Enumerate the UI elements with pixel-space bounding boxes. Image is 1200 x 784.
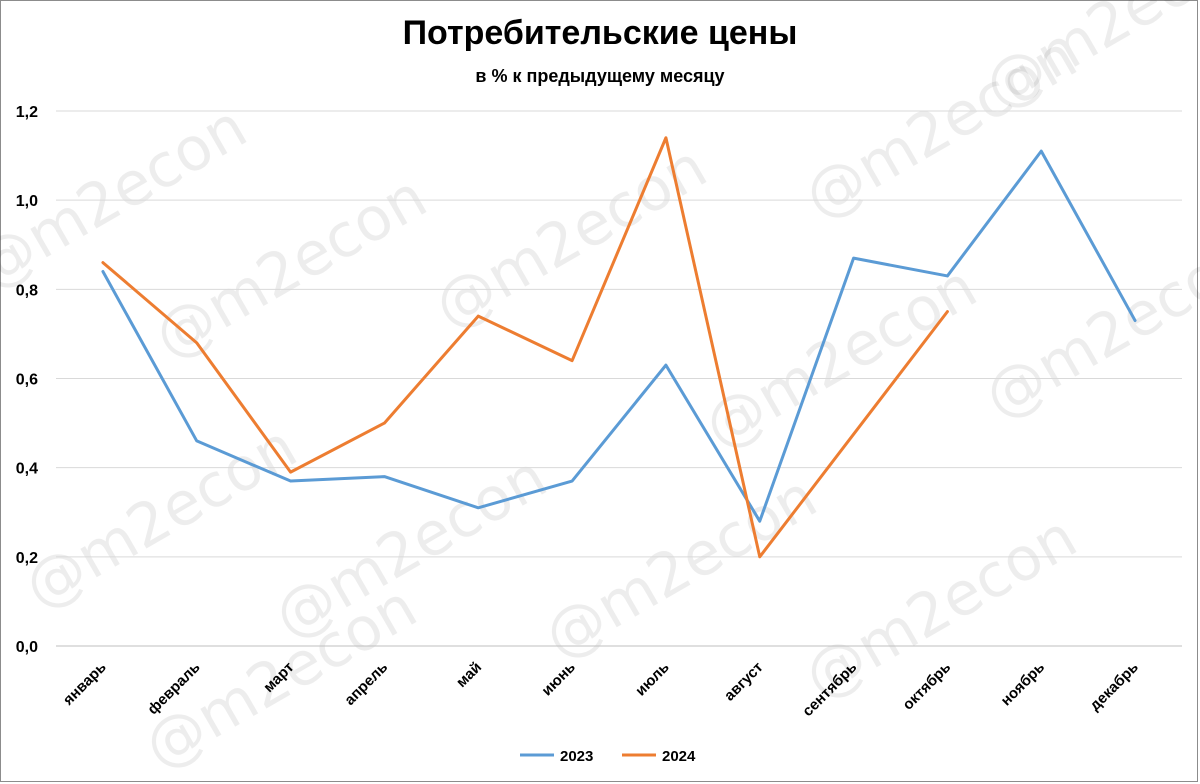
legend: 2023 2024 (520, 748, 696, 765)
y-tick-label: 0,6 (16, 372, 38, 389)
x-tick-label: октябрь (899, 659, 954, 714)
watermark-text: @m2econ (533, 462, 829, 673)
x-tick-label: январь (60, 659, 110, 709)
x-tick-label: август (721, 659, 767, 705)
x-tick-label: ноябрь (998, 659, 1049, 710)
y-tick-label: 0,2 (16, 550, 38, 567)
y-axis: 0,0 0,2 0,4 0,6 0,8 1,0 1,2 (16, 104, 38, 656)
series-line-2023 (101, 149, 1137, 523)
chart-title: Потребительские цены (402, 14, 798, 52)
x-tick-label: май (453, 659, 485, 691)
legend-label-2023: 2023 (560, 748, 593, 765)
series-line-2024 (101, 136, 949, 559)
legend-label-2024: 2024 (662, 748, 696, 765)
chart-subtitle: в % к предыдущему месяцу (475, 66, 725, 86)
x-tick-label: июль (632, 659, 673, 700)
y-tick-label: 0,4 (16, 461, 38, 478)
gridlines (56, 110, 1182, 647)
x-tick-label: декабрь (1086, 659, 1141, 714)
watermark-text: @m2econ (423, 132, 719, 343)
watermark-text: @m2econ (973, 0, 1200, 123)
y-tick-label: 1,2 (16, 104, 38, 121)
y-tick-label: 1,0 (16, 193, 38, 210)
watermark-text: @m2econ (693, 252, 989, 463)
series-lines (101, 136, 1137, 559)
x-tick-label: июнь (538, 659, 579, 700)
y-tick-label: 0,0 (16, 639, 38, 656)
y-tick-label: 0,8 (16, 282, 38, 299)
watermark-text: @m2econ (973, 222, 1200, 433)
